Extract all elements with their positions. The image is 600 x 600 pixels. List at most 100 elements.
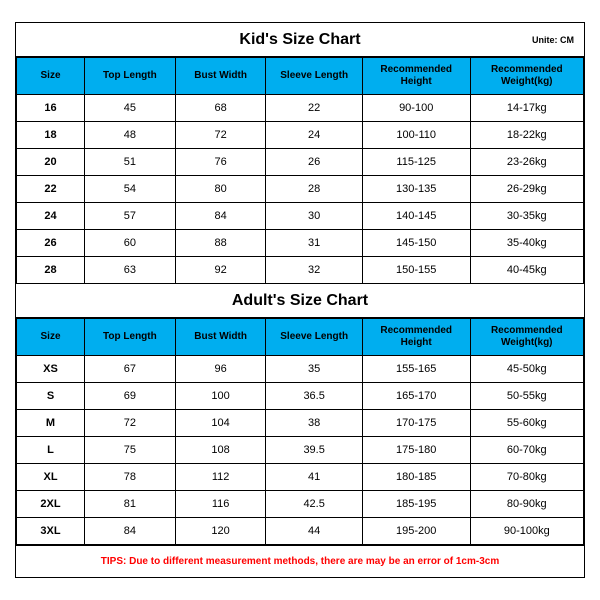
col-header: Bust Width — [175, 58, 266, 95]
table-cell: 155-165 — [362, 356, 470, 383]
unite-label: Unite: CM — [532, 35, 574, 45]
table-cell: 31 — [266, 230, 362, 257]
table-cell: 72 — [85, 410, 176, 437]
table-cell: 78 — [85, 464, 176, 491]
table-cell: L — [17, 437, 85, 464]
table-cell: 76 — [175, 149, 266, 176]
table-cell: 26 — [17, 230, 85, 257]
table-cell: 108 — [175, 437, 266, 464]
table-cell: 51 — [85, 149, 176, 176]
table-cell: 84 — [175, 203, 266, 230]
table-cell: 2XL — [17, 491, 85, 518]
table-cell: 60 — [85, 230, 176, 257]
table-cell: 115-125 — [362, 149, 470, 176]
kid-size-table: Size Top Length Bust Width Sleeve Length… — [16, 57, 584, 284]
col-header: Bust Width — [175, 319, 266, 356]
table-cell: 68 — [175, 95, 266, 122]
table-cell: 88 — [175, 230, 266, 257]
table-cell: 50-55kg — [470, 383, 583, 410]
table-cell: XL — [17, 464, 85, 491]
table-row: 3XL8412044195-20090-100kg — [17, 518, 584, 545]
table-cell: 150-155 — [362, 257, 470, 284]
table-cell: 60-70kg — [470, 437, 583, 464]
table-cell: 104 — [175, 410, 266, 437]
table-cell: 14-17kg — [470, 95, 583, 122]
table-cell: 140-145 — [362, 203, 470, 230]
table-cell: 70-80kg — [470, 464, 583, 491]
table-cell: 18 — [17, 122, 85, 149]
table-cell: 69 — [85, 383, 176, 410]
table-cell: 116 — [175, 491, 266, 518]
col-header: Top Length — [85, 319, 176, 356]
table-row: 24578430140-14530-35kg — [17, 203, 584, 230]
table-cell: 28 — [266, 176, 362, 203]
table-row: 22548028130-13526-29kg — [17, 176, 584, 203]
table-cell: M — [17, 410, 85, 437]
col-header: Recommended Weight(kg) — [470, 319, 583, 356]
table-cell: 84 — [85, 518, 176, 545]
table-cell: 130-135 — [362, 176, 470, 203]
table-cell: 195-200 — [362, 518, 470, 545]
table-cell: 170-175 — [362, 410, 470, 437]
table-cell: 90-100kg — [470, 518, 583, 545]
table-cell: 36.5 — [266, 383, 362, 410]
table-row: 26608831145-15035-40kg — [17, 230, 584, 257]
table-cell: 26-29kg — [470, 176, 583, 203]
table-cell: 67 — [85, 356, 176, 383]
table-cell: 35 — [266, 356, 362, 383]
kid-title: Kid's Size Chart — [16, 31, 584, 49]
col-header: Sleeve Length — [266, 319, 362, 356]
table-cell: 48 — [85, 122, 176, 149]
table-cell: 39.5 — [266, 437, 362, 464]
table-cell: 22 — [266, 95, 362, 122]
table-cell: 38 — [266, 410, 362, 437]
table-cell: 80 — [175, 176, 266, 203]
table-cell: 120 — [175, 518, 266, 545]
table-cell: 28 — [17, 257, 85, 284]
kid-title-row: Kid's Size Chart Unite: CM — [16, 23, 584, 57]
col-header: Size — [17, 58, 85, 95]
table-cell: 42.5 — [266, 491, 362, 518]
table-cell: 35-40kg — [470, 230, 583, 257]
kid-header-row: Size Top Length Bust Width Sleeve Length… — [17, 58, 584, 95]
table-cell: 75 — [85, 437, 176, 464]
table-cell: 32 — [266, 257, 362, 284]
table-cell: 100-110 — [362, 122, 470, 149]
table-cell: 44 — [266, 518, 362, 545]
table-row: XL7811241180-18570-80kg — [17, 464, 584, 491]
adult-title: Adult's Size Chart — [16, 292, 584, 310]
adult-body: XS679635155-16545-50kgS6910036.5165-1705… — [17, 356, 584, 545]
table-row: S6910036.5165-17050-55kg — [17, 383, 584, 410]
table-cell: S — [17, 383, 85, 410]
table-cell: 112 — [175, 464, 266, 491]
table-cell: 40-45kg — [470, 257, 583, 284]
table-cell: 145-150 — [362, 230, 470, 257]
table-cell: 57 — [85, 203, 176, 230]
table-cell: 96 — [175, 356, 266, 383]
table-cell: XS — [17, 356, 85, 383]
table-cell: 26 — [266, 149, 362, 176]
table-cell: 55-60kg — [470, 410, 583, 437]
tips-text: TIPS: Due to different measurement metho… — [16, 545, 584, 577]
table-cell: 22 — [17, 176, 85, 203]
table-row: 28639232150-15540-45kg — [17, 257, 584, 284]
table-row: M7210438170-17555-60kg — [17, 410, 584, 437]
table-cell: 16 — [17, 95, 85, 122]
table-cell: 24 — [266, 122, 362, 149]
table-cell: 23-26kg — [470, 149, 583, 176]
table-cell: 165-170 — [362, 383, 470, 410]
table-cell: 90-100 — [362, 95, 470, 122]
table-row: 2XL8111642.5185-19580-90kg — [17, 491, 584, 518]
col-header: Recommended Height — [362, 319, 470, 356]
col-header: Recommended Weight(kg) — [470, 58, 583, 95]
table-cell: 72 — [175, 122, 266, 149]
table-cell: 92 — [175, 257, 266, 284]
table-cell: 20 — [17, 149, 85, 176]
table-row: L7510839.5175-18060-70kg — [17, 437, 584, 464]
table-cell: 24 — [17, 203, 85, 230]
table-row: 18487224100-11018-22kg — [17, 122, 584, 149]
table-cell: 175-180 — [362, 437, 470, 464]
table-cell: 30 — [266, 203, 362, 230]
table-cell: 18-22kg — [470, 122, 583, 149]
table-cell: 54 — [85, 176, 176, 203]
